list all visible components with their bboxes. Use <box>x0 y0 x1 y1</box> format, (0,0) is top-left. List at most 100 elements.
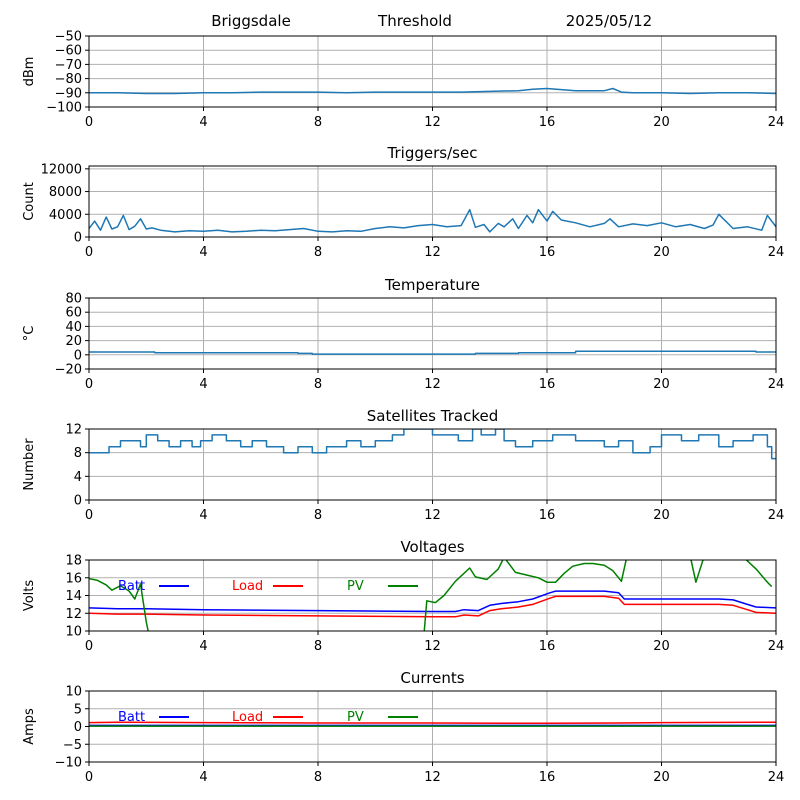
y-tick-label: 12 <box>65 607 82 622</box>
x-tick-label: 4 <box>199 377 207 392</box>
x-tick-label: 4 <box>199 245 207 260</box>
panel-triggers: 0 4 8 12 16 20 24 0 4000 8000 12000 Triggers/sec Cou… <box>22 144 784 260</box>
y-tick-label: 4000 <box>49 208 82 223</box>
y-tick-label: 0 <box>74 348 82 363</box>
x-tick-label: 4 <box>199 770 207 785</box>
x-tick-label: 4 <box>199 508 207 523</box>
panel-rssi: 0 4 8 12 16 20 24 −100−90−80−70−60−50 dBm <box>22 30 784 131</box>
y-tick-label: −5 <box>63 738 82 753</box>
y-tick-label: −60 <box>55 44 82 59</box>
y-tick-label: 18 <box>65 554 82 569</box>
x-tick-label: 8 <box>314 639 322 654</box>
y-tick-label: 20 <box>65 334 82 349</box>
y-tick-label: −20 <box>55 363 82 378</box>
y-tick-label: 8000 <box>49 185 82 200</box>
x-tick-label: 16 <box>539 508 556 523</box>
panel-title: Satellites Tracked <box>367 407 498 425</box>
x-tick-label: 0 <box>85 508 93 523</box>
y-tick-label: −70 <box>55 58 82 73</box>
series-line-batt <box>89 590 776 613</box>
legend-label-pv: PV <box>347 710 364 725</box>
y-tick-label: −100 <box>46 101 82 116</box>
y-axis-label: Number <box>22 438 37 491</box>
y-tick-label: −90 <box>55 86 82 101</box>
panel-voltages: 0 4 8 12 16 20 24 10 12 14 16 18 Voltages Volts Batt Lo… <box>22 538 784 654</box>
x-tick-label: 8 <box>314 115 322 130</box>
x-tick-label: 24 <box>768 245 785 260</box>
series-line-rssi <box>89 87 776 95</box>
series-line-satellites <box>89 429 776 460</box>
x-tick-label: 8 <box>314 377 322 392</box>
x-tick-label: 0 <box>85 115 93 130</box>
y-tick-label: −80 <box>55 72 82 87</box>
x-tick-label: 4 <box>199 115 207 130</box>
series-line-temperature <box>89 350 776 355</box>
x-tick-label: 12 <box>424 508 441 523</box>
x-tick-label: 4 <box>199 639 207 654</box>
y-axis-label: Count <box>22 182 37 221</box>
y-axis-label: Amps <box>22 708 37 745</box>
x-tick-label: 16 <box>539 377 556 392</box>
y-tick-label: 8 <box>74 446 82 461</box>
header-station: Briggsdale <box>211 12 291 30</box>
x-tick-label: 20 <box>653 115 670 130</box>
x-tick-label: 24 <box>768 115 785 130</box>
y-axis-label: °C <box>22 326 37 342</box>
y-axis-label: Volts <box>22 580 37 612</box>
y-tick-label: −50 <box>55 30 82 45</box>
x-tick-label: 24 <box>768 508 785 523</box>
x-tick-label: 0 <box>85 377 93 392</box>
series-line-triggers <box>89 208 776 233</box>
header-date: 2025/05/12 <box>566 12 652 30</box>
x-tick-label: 0 <box>85 770 93 785</box>
y-tick-label: 14 <box>65 589 82 604</box>
x-tick-label: 12 <box>424 245 441 260</box>
panel-currents: 0 4 8 12 16 20 24 −10 −5 0 5 10 Currents Amps Batt Load… <box>22 669 784 785</box>
panel-satellites: 0 4 8 12 16 20 24 0 4 8 12 Satellites Tracked Number <box>22 407 784 523</box>
y-tick-label: −10 <box>55 756 82 771</box>
panel-title: Temperature <box>384 276 480 294</box>
y-tick-label: 12000 <box>41 162 82 177</box>
x-tick-label: 0 <box>85 639 93 654</box>
y-tick-label: 0 <box>74 231 82 246</box>
x-tick-label: 20 <box>653 245 670 260</box>
legend-label-load: Load <box>232 579 263 594</box>
x-tick-label: 20 <box>653 508 670 523</box>
x-tick-label: 12 <box>424 377 441 392</box>
x-tick-label: 16 <box>539 245 556 260</box>
y-tick-label: 4 <box>74 470 82 485</box>
y-tick-label: 16 <box>65 571 82 586</box>
series-line-load <box>89 595 776 618</box>
x-tick-label: 0 <box>85 245 93 260</box>
x-tick-label: 8 <box>314 245 322 260</box>
y-tick-label: 10 <box>65 685 82 700</box>
y-axis-label: dBm <box>22 57 37 87</box>
legend-label-load: Load <box>232 710 263 725</box>
y-tick-label: 80 <box>65 292 82 307</box>
y-tick-label: 12 <box>65 423 82 438</box>
x-tick-label: 24 <box>768 770 785 785</box>
x-tick-label: 12 <box>424 639 441 654</box>
x-tick-label: 12 <box>424 770 441 785</box>
y-tick-label: 60 <box>65 306 82 321</box>
y-tick-label: 40 <box>65 320 82 335</box>
x-tick-label: 12 <box>424 115 441 130</box>
y-tick-label: 0 <box>74 720 82 735</box>
x-tick-label: 16 <box>539 115 556 130</box>
panel-title: Voltages <box>400 538 464 556</box>
x-tick-label: 24 <box>768 377 785 392</box>
legend-label-batt: Batt <box>118 579 145 594</box>
x-tick-label: 16 <box>539 639 556 654</box>
x-tick-label: 8 <box>314 770 322 785</box>
header-mode: Threshold <box>377 12 452 30</box>
series-line-load <box>89 721 776 725</box>
legend-label-pv: PV <box>347 579 364 594</box>
legend-label-batt: Batt <box>118 710 145 725</box>
panel-title: Currents <box>400 669 464 687</box>
y-tick-label: 10 <box>65 625 82 640</box>
x-tick-label: 16 <box>539 770 556 785</box>
